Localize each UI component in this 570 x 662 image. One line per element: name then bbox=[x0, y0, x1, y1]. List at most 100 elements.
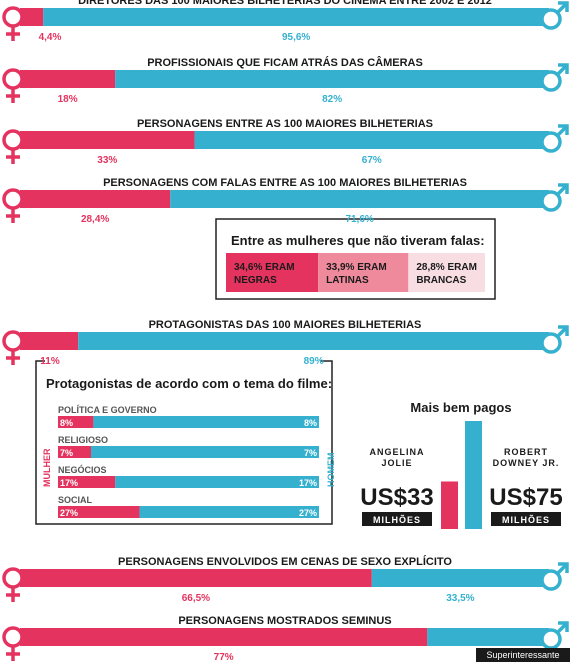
male-symbol-arrow-shaft bbox=[555, 184, 568, 197]
gender-bar-group: PERSONAGENS MOSTRADOS SEMINUS 77% bbox=[2, 615, 569, 662]
female-symbol-ring bbox=[2, 6, 24, 28]
female-symbol-ring bbox=[2, 68, 24, 90]
female-symbol-icon bbox=[2, 330, 24, 365]
no-speech-segment-line1: 33,9% ERAM bbox=[326, 262, 387, 273]
no-speech-box-title: Entre as mulheres que não tiveram falas: bbox=[231, 233, 485, 248]
female-symbol-ring bbox=[2, 330, 24, 352]
female-symbol-ring bbox=[2, 626, 24, 648]
theme-right-label: HOMEM bbox=[326, 453, 336, 488]
female-earner-name-line2: JOLIE bbox=[381, 458, 412, 468]
male-earner-name-line2: DOWNEY JR. bbox=[493, 458, 560, 468]
gender-bar-group: PROFISSIONAIS QUE FICAM ATRÁS DAS CÂMERA… bbox=[2, 56, 569, 105]
gender-bar-group: PERSONAGENS ENVOLVIDOS EM CENAS DE SEXO … bbox=[2, 555, 569, 604]
male-bar bbox=[371, 569, 549, 587]
theme-left-label: MULHER bbox=[42, 448, 52, 487]
theme-female-bar bbox=[58, 476, 116, 488]
theme-male-value: 7% bbox=[304, 448, 317, 458]
male-symbol-icon bbox=[540, 562, 569, 591]
bar-title: PROTAGONISTAS DAS 100 MAIORES BILHETERIA… bbox=[149, 319, 422, 331]
theme-female-value: 17% bbox=[60, 478, 78, 488]
no-speech-segment bbox=[408, 253, 485, 292]
no-speech-segment-line1: 34,6% ERAM bbox=[234, 262, 295, 273]
male-symbol-icon bbox=[540, 621, 569, 650]
male-symbol-ring bbox=[540, 190, 562, 212]
theme-female-value: 27% bbox=[60, 508, 78, 518]
male-symbol-arrow-head bbox=[558, 124, 569, 135]
female-symbol-ring bbox=[2, 567, 24, 589]
male-value-label: 71,6% bbox=[345, 214, 373, 225]
male-symbol-icon bbox=[540, 63, 569, 92]
male-symbol-arrow-head bbox=[558, 183, 569, 194]
theme-male-value: 8% bbox=[304, 418, 317, 428]
male-bar bbox=[115, 70, 549, 88]
theme-male-value: 17% bbox=[299, 478, 317, 488]
bar-title: PERSONAGENS ENVOLVIDOS EM CENAS DE SEXO … bbox=[118, 555, 452, 568]
gender-bar-group: DIRETORES DAS 100 MAIORES BILHETERIAS DO… bbox=[2, 0, 569, 43]
female-bar bbox=[20, 569, 372, 587]
female-value-label: 4,4% bbox=[39, 32, 62, 43]
male-earner-unit-bg bbox=[491, 512, 561, 526]
theme-row-label: NEGÓCIOS bbox=[58, 464, 107, 475]
female-value-label: 11% bbox=[40, 356, 60, 367]
theme-row-label: SOCIAL bbox=[58, 495, 93, 505]
male-symbol-icon bbox=[540, 183, 569, 212]
male-symbol-arrow-shaft bbox=[555, 64, 568, 77]
female-symbol-icon bbox=[2, 68, 24, 103]
female-bar bbox=[20, 628, 428, 646]
gender-bar-group: PERSONAGENS COM FALAS ENTRE AS 100 MAIOR… bbox=[2, 177, 569, 225]
male-symbol-ring bbox=[540, 131, 562, 153]
best-paid-male-bar bbox=[465, 421, 482, 529]
female-value-label: 77% bbox=[214, 652, 234, 662]
female-symbol-icon bbox=[2, 188, 24, 223]
male-symbol-icon bbox=[540, 325, 569, 354]
no-speech-segment bbox=[226, 253, 319, 292]
theme-male-bar bbox=[115, 476, 319, 488]
theme-male-bar bbox=[139, 506, 319, 518]
female-earner-name-line1: ANGELINA bbox=[370, 447, 425, 457]
male-value-label: 95,6% bbox=[282, 32, 310, 43]
theme-female-value: 8% bbox=[60, 418, 73, 428]
gender-bar-group: PERSONAGENS ENTRE AS 100 MAIORES BILHETE… bbox=[2, 118, 569, 166]
male-value-label: 82% bbox=[322, 94, 342, 105]
female-value-label: 28,4% bbox=[81, 214, 109, 225]
no-speech-segment-line2: BRANCAS bbox=[416, 275, 466, 286]
bar-title: PERSONAGENS ENTRE AS 100 MAIORES BILHETE… bbox=[137, 118, 433, 130]
male-earner-unit: MILHÕES bbox=[502, 515, 550, 525]
male-symbol-arrow-head bbox=[558, 562, 569, 573]
no-speech-segment-line2: NEGRAS bbox=[234, 275, 277, 286]
female-symbol-icon bbox=[2, 626, 24, 661]
female-earner-amount: US$33 bbox=[360, 484, 433, 511]
female-symbol-ring bbox=[2, 188, 24, 210]
male-earner-amount: US$75 bbox=[489, 484, 562, 511]
female-earner-unit-bg bbox=[362, 512, 432, 526]
theme-female-bar bbox=[58, 506, 140, 518]
bar-title: PERSONAGENS COM FALAS ENTRE AS 100 MAIOR… bbox=[103, 177, 467, 189]
theme-female-bar bbox=[58, 416, 94, 428]
female-symbol-icon bbox=[2, 567, 24, 602]
female-bar bbox=[20, 332, 79, 350]
best-paid-title: Mais bem pagos bbox=[410, 400, 511, 415]
male-symbol-arrow-head bbox=[558, 621, 569, 632]
male-symbol-ring bbox=[540, 332, 562, 354]
bar-title: PROFISSIONAIS QUE FICAM ATRÁS DAS CÂMERA… bbox=[147, 56, 423, 69]
male-symbol-arrow-head bbox=[558, 1, 569, 12]
theme-female-bar bbox=[58, 446, 91, 458]
gender-bar-group: PROTAGONISTAS DAS 100 MAIORES BILHETERIA… bbox=[2, 319, 569, 367]
male-symbol-arrow-shaft bbox=[555, 326, 568, 339]
theme-male-bar bbox=[90, 446, 320, 458]
female-symbol-icon bbox=[2, 6, 24, 41]
male-value-label: 89% bbox=[304, 356, 324, 367]
female-bar bbox=[20, 70, 116, 88]
no-speech-segment-line1: 28,8% ERAM bbox=[416, 262, 477, 273]
theme-row-label: RELIGIOSO bbox=[58, 435, 108, 445]
credit-bg bbox=[476, 648, 570, 662]
credit-text: Superinteressante bbox=[486, 650, 559, 660]
bar-title: DIRETORES DAS 100 MAIORES BILHETERIAS DO… bbox=[78, 0, 492, 7]
male-symbol-icon bbox=[540, 1, 569, 30]
male-symbol-icon bbox=[540, 124, 569, 153]
theme-row-label: POLÍTICA E GOVERNO bbox=[58, 405, 157, 415]
male-bar bbox=[427, 628, 549, 646]
best-paid-female-bar bbox=[441, 481, 458, 529]
male-symbol-arrow-shaft bbox=[555, 563, 568, 576]
